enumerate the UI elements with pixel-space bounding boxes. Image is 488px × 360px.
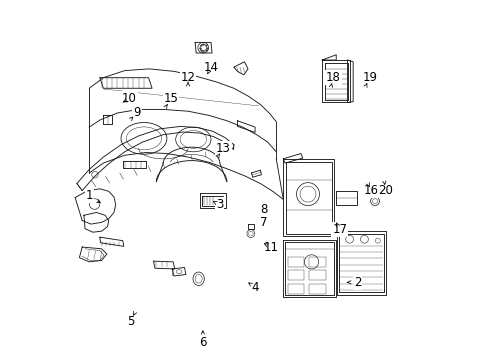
Bar bbox=[308, 270, 325, 280]
Text: 11: 11 bbox=[263, 240, 278, 253]
Text: 15: 15 bbox=[163, 93, 178, 105]
Text: 12: 12 bbox=[180, 71, 195, 84]
Text: 19: 19 bbox=[362, 71, 376, 84]
Bar bbox=[308, 284, 325, 294]
Bar bbox=[287, 257, 304, 267]
Text: 20: 20 bbox=[377, 184, 392, 197]
Text: 5: 5 bbox=[127, 315, 134, 328]
Bar bbox=[287, 284, 304, 294]
Text: 7: 7 bbox=[260, 216, 267, 229]
Text: 8: 8 bbox=[260, 203, 267, 216]
Text: 2: 2 bbox=[353, 276, 361, 289]
Bar bbox=[308, 257, 325, 267]
Text: 13: 13 bbox=[216, 142, 230, 155]
Text: 3: 3 bbox=[216, 198, 223, 211]
Text: 10: 10 bbox=[122, 93, 136, 105]
Text: 17: 17 bbox=[331, 223, 346, 236]
Text: 18: 18 bbox=[325, 71, 340, 84]
Text: 14: 14 bbox=[203, 60, 218, 73]
Bar bbox=[287, 270, 304, 280]
Text: 16: 16 bbox=[363, 184, 378, 197]
Text: 4: 4 bbox=[251, 281, 258, 294]
Text: 1: 1 bbox=[85, 189, 93, 202]
Text: 6: 6 bbox=[199, 336, 206, 349]
Text: 9: 9 bbox=[133, 107, 141, 120]
